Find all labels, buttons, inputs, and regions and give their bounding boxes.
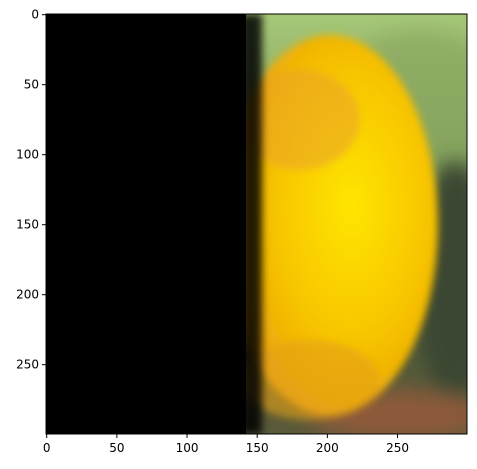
plot-frame xyxy=(45,13,468,435)
heatmap-image xyxy=(46,14,467,434)
y-tick-label: 50 xyxy=(24,78,39,92)
y-axis: 0 50 100 150 200 250 xyxy=(16,8,46,372)
x-tick-label: 100 xyxy=(176,441,199,455)
black-mask-region xyxy=(46,14,246,434)
y-tick-label: 250 xyxy=(16,358,39,372)
x-tick-label: 200 xyxy=(316,441,339,455)
x-tick-label: 150 xyxy=(246,441,269,455)
y-tick-label: 100 xyxy=(16,148,39,162)
x-tick-label: 0 xyxy=(43,441,51,455)
x-tick-label: 50 xyxy=(109,441,124,455)
x-axis: 0 50 100 150 200 250 xyxy=(43,434,409,455)
y-tick-label: 200 xyxy=(16,288,39,302)
y-tick-label: 150 xyxy=(16,218,39,232)
y-tick-label: 0 xyxy=(31,8,39,22)
x-tick-label: 250 xyxy=(386,441,409,455)
